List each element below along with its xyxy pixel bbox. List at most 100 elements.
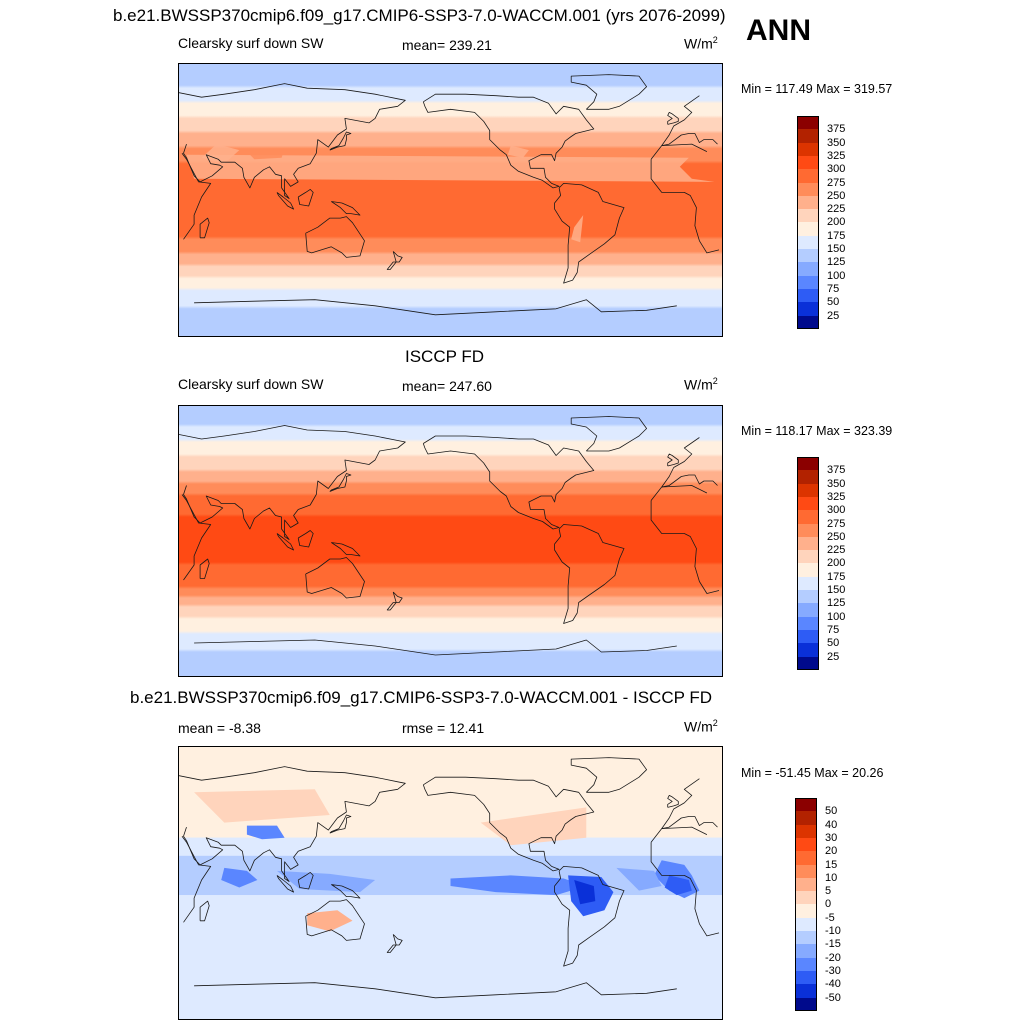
colorbar-tick-label: 250 xyxy=(827,189,846,202)
panel2-mean-label: mean= 247.60 xyxy=(402,378,492,394)
coastline-japan xyxy=(329,473,352,492)
coastline-antarctica xyxy=(194,982,677,999)
colorbar-tick-label: 0 xyxy=(825,898,832,911)
map-canvas xyxy=(179,747,722,1019)
colorbar-tick-label: 150 xyxy=(827,243,846,255)
colorbar-tick-label: -50 xyxy=(825,991,841,1004)
panel1-unit-label: W/m2 xyxy=(684,35,718,52)
coastline-sumatra xyxy=(276,875,294,893)
coastline-samerica xyxy=(554,524,625,624)
colorbar-tick-label: 175 xyxy=(827,229,846,242)
colorbar-tick-label: 75 xyxy=(827,623,840,636)
diff-anomaly xyxy=(194,789,330,823)
panel3-minmax-label: Min = -51.45 Max = 20.26 xyxy=(741,766,884,780)
colorbar-tick-label: 25 xyxy=(827,650,840,663)
panel2-title: ISCCP FD xyxy=(405,347,485,366)
diff-band xyxy=(179,895,722,914)
coastline-greenland xyxy=(570,416,647,452)
colorbar-tick-label: 50 xyxy=(827,296,840,309)
colorbar-tick-label: 375 xyxy=(827,464,846,477)
colorbar-tick-label: 200 xyxy=(827,216,846,229)
diff-anomaly xyxy=(277,870,376,893)
colorbar-tick-label: -20 xyxy=(825,951,841,964)
coastline-samerica xyxy=(554,183,625,284)
panel1-mean-label: mean= 239.21 xyxy=(402,37,492,53)
diff-anomaly xyxy=(574,880,596,905)
colorbar-tick-label: 300 xyxy=(827,163,846,176)
colorbar-tick-label: 175 xyxy=(827,570,846,583)
colorbar-tick-label: 200 xyxy=(827,557,846,570)
panel2-variable-label: Clearsky surf down SW xyxy=(178,376,324,392)
colorbar-tick-label: 325 xyxy=(827,490,846,503)
colorbar-tick-label: 125 xyxy=(827,597,846,610)
coastline-newguinea xyxy=(331,884,361,899)
field-anomaly xyxy=(186,154,715,182)
colorbar-tick-label: 275 xyxy=(827,176,846,189)
coastline-madagascar xyxy=(199,900,210,922)
panel3-mean-label: mean = -8.38 xyxy=(178,720,261,736)
coastline-japan xyxy=(329,131,352,151)
coastline-sumatra xyxy=(276,192,294,210)
coastline-eurasia xyxy=(179,83,718,199)
field-anomaly xyxy=(571,215,584,243)
colorbar-tick-label: 15 xyxy=(825,858,838,871)
colorbar-tick-label: 375 xyxy=(827,123,846,136)
panel1-variable-label: Clearsky surf down SW xyxy=(178,35,324,51)
coastline-uk xyxy=(667,112,679,125)
coastline-nz xyxy=(386,251,403,270)
diff-band xyxy=(179,966,722,1019)
field-anomaly xyxy=(507,145,529,158)
colorbar-tick-label: -40 xyxy=(825,978,841,991)
colorbar-tick-label: 5 xyxy=(825,885,832,898)
coastline-greenland xyxy=(570,74,647,110)
colorbar-tick-label: -30 xyxy=(825,964,841,977)
field-anomaly xyxy=(246,148,285,160)
panel1-minmax-label: Min = 117.49 Max = 319.57 xyxy=(741,82,893,96)
panel3-rmse-label: rmse = 12.41 xyxy=(402,720,485,736)
map-canvas xyxy=(179,64,722,336)
panel2-unit-label: W/m2 xyxy=(684,376,718,393)
coastline-antarctica xyxy=(194,299,677,316)
coastline-sumatra xyxy=(276,533,294,551)
colorbar-tick-label: 40 xyxy=(825,818,838,831)
panel1-title: b.e21.BWSSP370cmip6.f09_g17.CMIP6-SSP3-7… xyxy=(113,6,726,25)
panel1-map xyxy=(178,63,723,337)
panel3-title: b.e21.BWSSP370cmip6.f09_g17.CMIP6-SSP3-7… xyxy=(130,688,713,707)
colorbar-tick-label: 125 xyxy=(827,256,846,269)
coastline-greenland xyxy=(570,757,647,793)
coastline-borneo xyxy=(297,189,314,207)
colorbar-tick-label: 20 xyxy=(825,845,838,858)
coastline-eurasia xyxy=(179,425,718,540)
coastline-australia xyxy=(305,557,365,599)
diff-anomaly xyxy=(221,867,258,888)
panel3-map xyxy=(178,746,723,1020)
colorbar-tick-label: -5 xyxy=(825,911,835,924)
colorbar-tick-label: 100 xyxy=(827,610,846,623)
colorbar-tick-label: 50 xyxy=(825,805,838,818)
diff-anomaly xyxy=(616,867,662,891)
zonal-field xyxy=(179,406,722,676)
colorbar-tick-label: -10 xyxy=(825,925,841,937)
colorbar-tick-label: -15 xyxy=(825,938,841,951)
colorbar-frame xyxy=(795,798,817,1011)
colorbar-frame xyxy=(797,116,819,329)
panel2-map xyxy=(178,405,723,677)
coastline-antarctica xyxy=(194,639,677,656)
coastline-uk xyxy=(667,795,679,808)
coastline-nz xyxy=(386,934,403,953)
coastline-uk xyxy=(667,453,679,467)
field-anomaly xyxy=(201,144,240,164)
colorbar-tick-label: 350 xyxy=(827,136,846,149)
coastline-samerica xyxy=(554,866,625,967)
colorbar-tick-label: 10 xyxy=(825,871,838,884)
colorbar-tick-label: 250 xyxy=(827,530,846,543)
coastline-madagascar xyxy=(199,217,210,239)
coastline-australia xyxy=(305,216,365,258)
colorbar-tick-label: 25 xyxy=(827,309,840,322)
colorbar-tick-label: 30 xyxy=(825,831,838,844)
coastline-newguinea xyxy=(331,542,361,557)
colorbar-tick-label: 100 xyxy=(827,269,846,282)
diff-anomaly xyxy=(664,875,692,896)
coastline-namerica xyxy=(422,435,595,530)
coastline-eurasia xyxy=(179,766,718,882)
